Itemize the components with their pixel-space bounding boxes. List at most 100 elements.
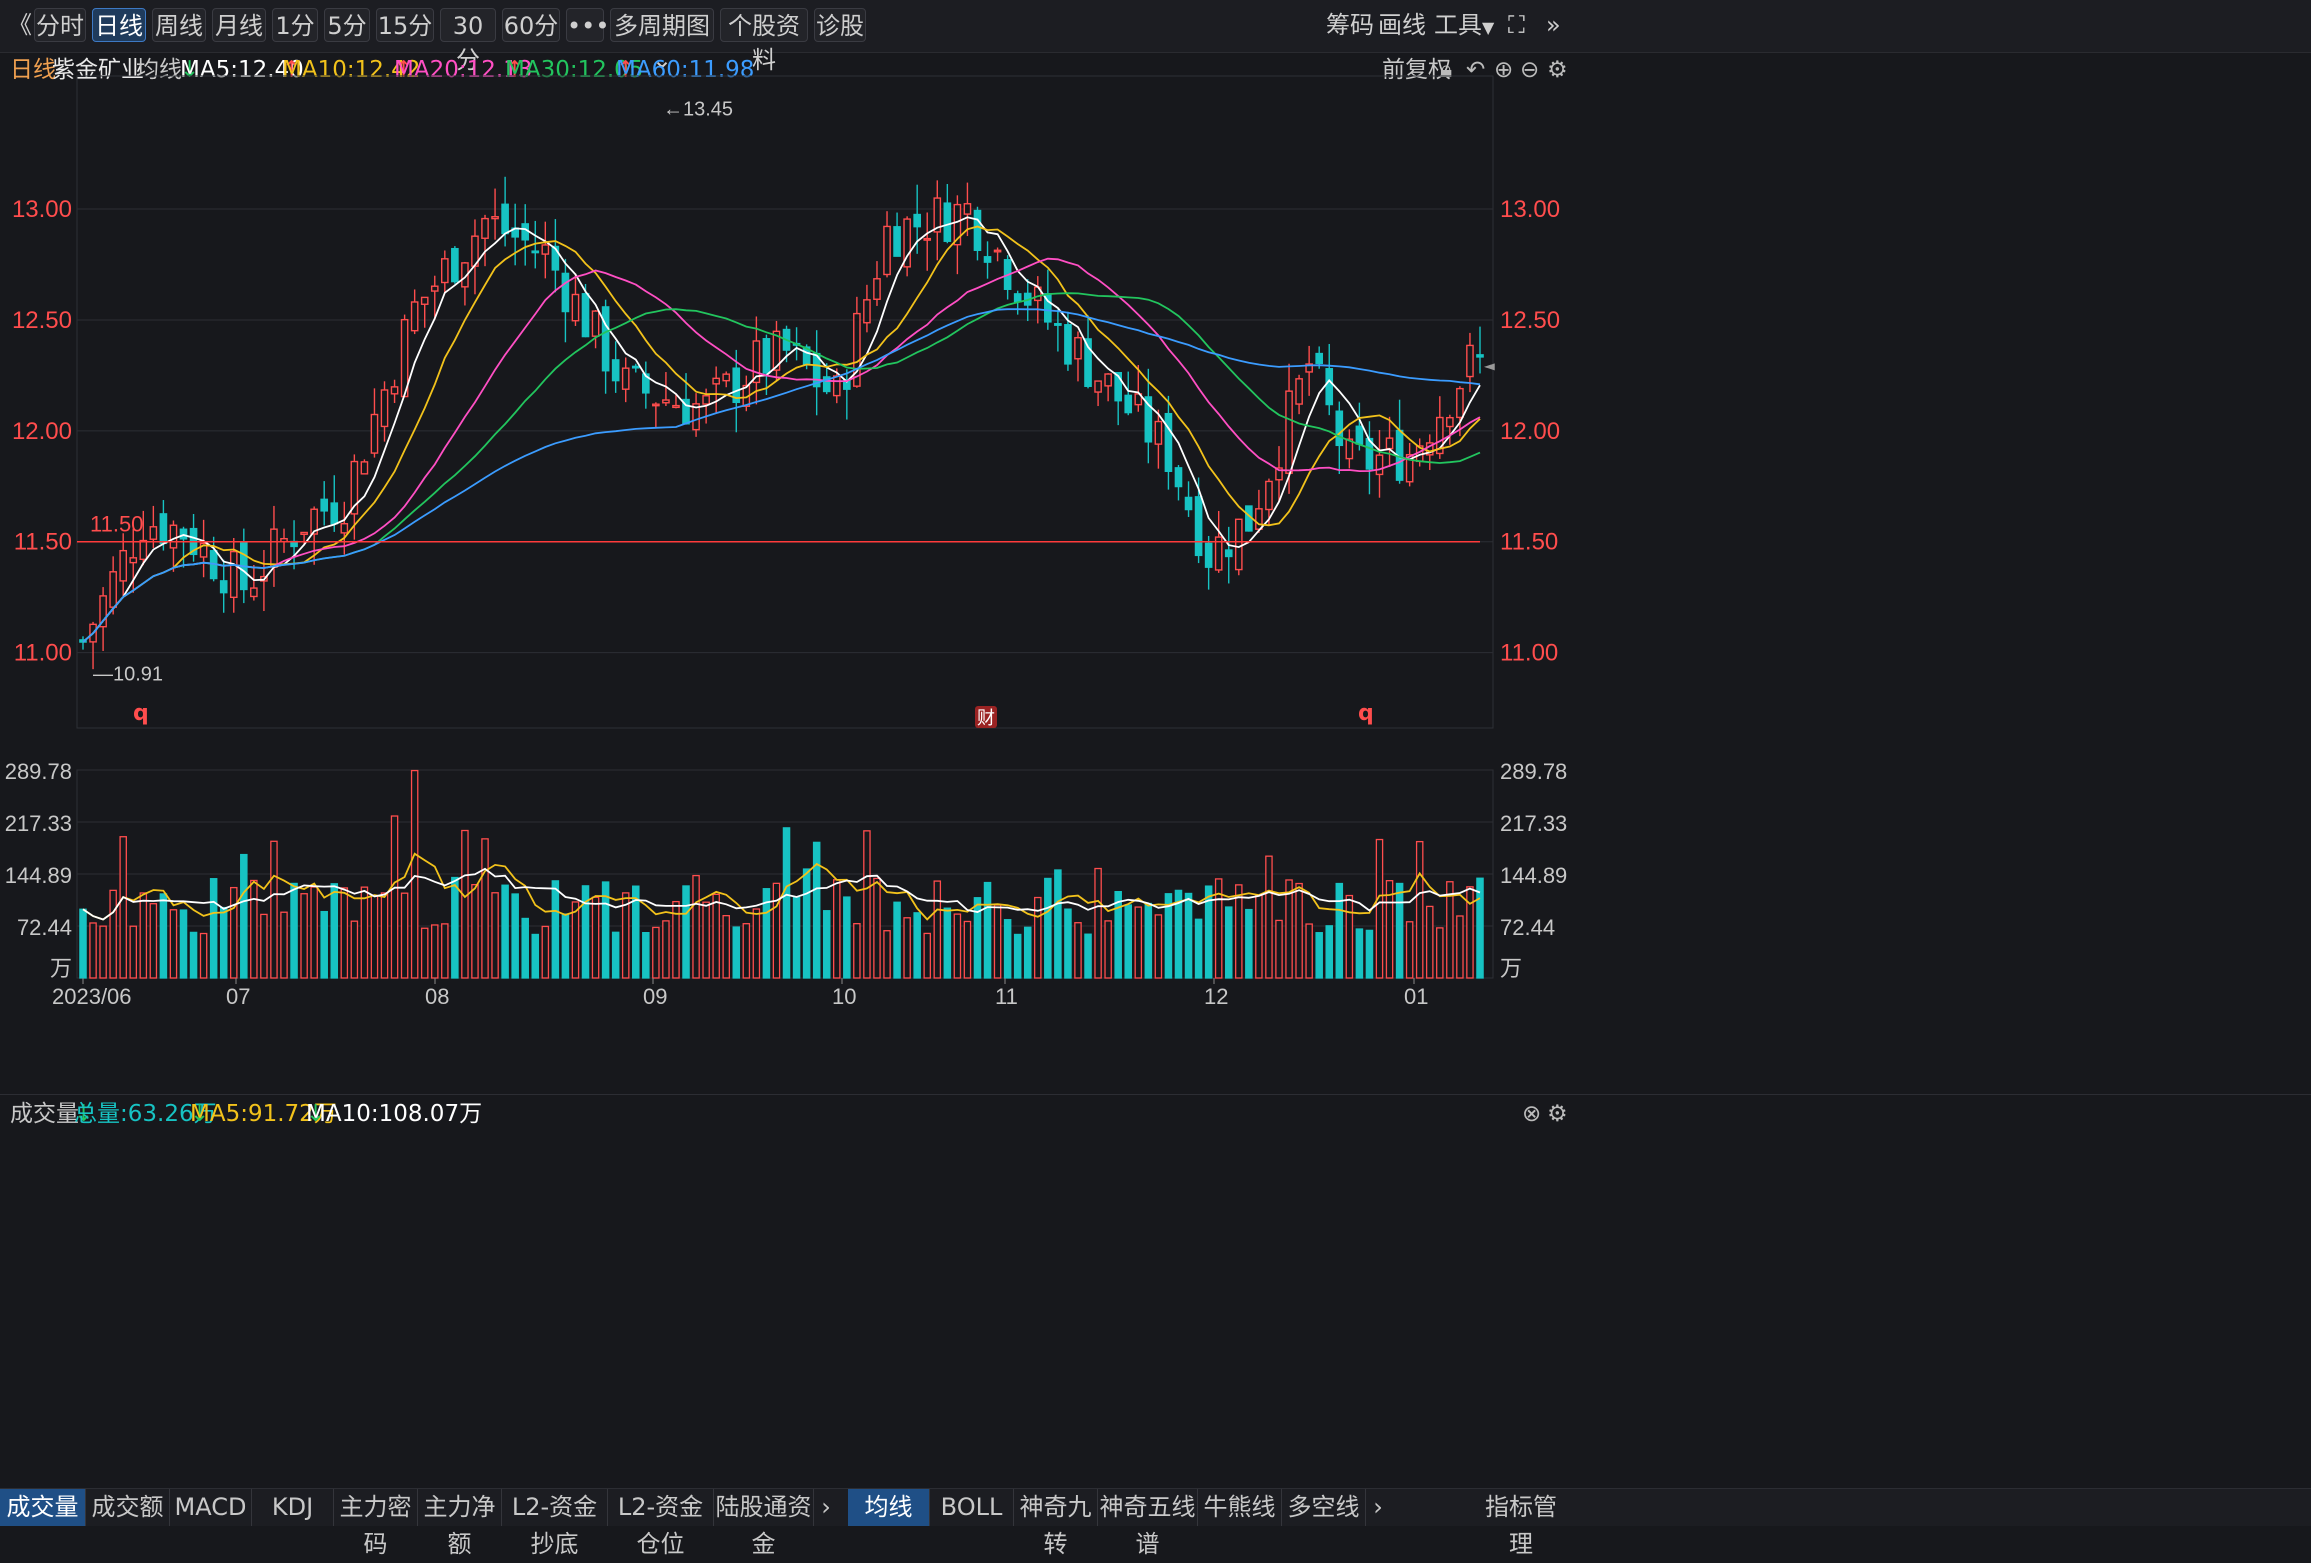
period-label: 日线 bbox=[10, 57, 56, 83]
tab-l2-bottom[interactable]: L2-资金抄底 bbox=[502, 1489, 608, 1558]
total-volume: 总量:63.26万 ↓ bbox=[74, 1101, 217, 1127]
candle-body bbox=[1255, 508, 1263, 530]
chevron-right-icon[interactable]: › bbox=[821, 1493, 831, 1521]
candle-body bbox=[652, 403, 660, 407]
candle-body bbox=[1224, 549, 1233, 558]
adjust-mode-button[interactable]: 前复权 bbox=[1382, 57, 1451, 83]
volume-ma10: MA10:108.07万 ↓ bbox=[306, 1101, 483, 1127]
ma-label[interactable]: 均线 bbox=[136, 57, 182, 83]
candle-body bbox=[762, 338, 771, 374]
tools-menu[interactable]: 工具▼ bbox=[1434, 11, 1495, 39]
volume-ma5: MA5:91.72万 ↓ bbox=[190, 1101, 337, 1127]
period-tab-1min[interactable]: 1分 bbox=[272, 8, 318, 42]
candle-body bbox=[1456, 387, 1464, 419]
candle-body bbox=[1104, 373, 1112, 387]
period-tab-5min[interactable]: 5分 bbox=[324, 8, 370, 42]
price-tick-left: 12.50 bbox=[12, 307, 72, 334]
ma60-value: MA60:11.98 ↑ bbox=[616, 57, 755, 83]
tab-macd[interactable]: MACD bbox=[170, 1489, 252, 1526]
candle-body bbox=[420, 296, 429, 305]
multi-period-dropdown[interactable]: 多周期图 ⌄ bbox=[610, 8, 714, 74]
tab-turnover[interactable]: 成交额 bbox=[86, 1489, 170, 1526]
candle-body bbox=[1214, 536, 1223, 571]
candle-body bbox=[1325, 368, 1334, 406]
tab-magic-nine[interactable]: 神奇九转 bbox=[1014, 1489, 1098, 1558]
candle-body bbox=[581, 293, 590, 338]
candle-body bbox=[390, 386, 399, 395]
ma5-line bbox=[82, 216, 1481, 643]
candle-body bbox=[913, 213, 921, 228]
candle-body bbox=[501, 203, 509, 235]
candle-body bbox=[109, 571, 117, 608]
tab-main-net[interactable]: 主力净额 bbox=[418, 1489, 502, 1558]
candle-body bbox=[229, 550, 238, 599]
candle-body bbox=[1265, 480, 1273, 511]
period-tab-daily[interactable]: 日线 bbox=[92, 8, 146, 42]
candle-body bbox=[360, 461, 369, 475]
price-tick-left: 11.50 bbox=[14, 529, 72, 556]
more-periods-button[interactable]: ••• bbox=[566, 8, 609, 42]
tab-long-short[interactable]: 多空线 bbox=[1282, 1489, 1366, 1526]
candle-body bbox=[973, 209, 982, 251]
candle-body bbox=[1084, 338, 1092, 387]
chips-button[interactable]: 筹码 bbox=[1326, 11, 1374, 39]
stock-info-button[interactable]: 个股资料 bbox=[720, 8, 808, 74]
candle-body bbox=[983, 256, 992, 263]
diagnose-button[interactable]: 诊股 bbox=[814, 8, 866, 42]
arrow-down-icon: ↓ bbox=[74, 1101, 94, 1127]
tab-boll[interactable]: BOLL bbox=[930, 1489, 1014, 1526]
fullscreen-icon[interactable]: ⛶ bbox=[1508, 11, 1525, 39]
tab-volume[interactable]: 成交量 bbox=[0, 1489, 86, 1526]
finance-marker-bg bbox=[975, 706, 997, 728]
tab-l2-position[interactable]: L2-资金仓位 bbox=[608, 1489, 714, 1558]
candle-body bbox=[531, 250, 540, 254]
draw-line-button[interactable]: 画线 bbox=[1378, 11, 1426, 39]
zoom-out-icon[interactable]: ⊖ bbox=[1520, 57, 1540, 83]
arrow-down-icon: ↓ bbox=[306, 1101, 326, 1127]
volume-title[interactable]: 成交量 bbox=[10, 1101, 79, 1127]
indicator-manager-button[interactable]: 指标管理 bbox=[1485, 1493, 1557, 1558]
tab-northbound[interactable]: 陆股通资金 bbox=[714, 1489, 814, 1558]
collapse-panel-icon[interactable]: » bbox=[1546, 11, 1561, 39]
candle-body bbox=[430, 285, 439, 292]
volume-legend-bar: 成交量 总量:63.26万 ↓ MA5:91.72万 ↓ MA10:108.07万 ↓… bbox=[0, 1094, 2311, 1133]
candle-body bbox=[1184, 496, 1193, 511]
candle-body bbox=[179, 528, 188, 540]
candle-body bbox=[1154, 420, 1163, 445]
candlestick-chart[interactable]: 13.00 13.00 12.50 12.50 12.00 12.00 11.50 11.50… bbox=[0, 0, 2311, 1090]
stock-name: 紫金矿业 bbox=[52, 57, 144, 83]
period-tab-60min[interactable]: 60分 bbox=[502, 8, 560, 42]
tab-magic-five[interactable]: 神奇五线谱 bbox=[1098, 1489, 1198, 1558]
candle-body bbox=[1295, 378, 1303, 405]
close-indicator-icon[interactable]: ⊗ bbox=[1522, 1101, 1542, 1127]
candle-body bbox=[853, 312, 861, 387]
candle-body bbox=[943, 202, 952, 242]
period-tab-30min[interactable]: 30分 bbox=[440, 8, 496, 74]
price-tick-right: 12.00 bbox=[1500, 418, 1560, 445]
chevron-right-icon[interactable]: › bbox=[1373, 1493, 1383, 1521]
zoom-in-icon[interactable]: ⊕ bbox=[1494, 57, 1514, 83]
tab-bull-bear[interactable]: 牛熊线 bbox=[1198, 1489, 1282, 1526]
period-tab-15min[interactable]: 15分 bbox=[376, 8, 434, 42]
candle-body bbox=[561, 272, 570, 313]
arrow-down-icon: ↓ bbox=[190, 1101, 210, 1127]
price-tick-left: 12.00 bbox=[12, 418, 72, 445]
tab-kdj[interactable]: KDJ bbox=[252, 1489, 334, 1526]
tab-ma[interactable]: 均线 bbox=[848, 1489, 930, 1526]
tab-main-code[interactable]: 主力密码 bbox=[334, 1489, 418, 1558]
period-tab-fenshi[interactable]: 分时 bbox=[34, 8, 86, 42]
candle-body bbox=[752, 340, 761, 384]
settings-gear-icon[interactable]: ⚙ bbox=[1547, 57, 1568, 83]
candle-body bbox=[963, 203, 972, 215]
candle-body bbox=[149, 526, 158, 540]
event-marker-q: q bbox=[133, 701, 149, 726]
candle-body bbox=[481, 217, 489, 239]
period-tab-monthly[interactable]: 月线 bbox=[212, 8, 266, 42]
event-marker-q: q bbox=[1358, 701, 1374, 726]
back-icon[interactable]: 《 bbox=[8, 11, 32, 39]
candle-body bbox=[330, 502, 339, 525]
period-tab-weekly[interactable]: 周线 bbox=[152, 8, 206, 42]
indicator-settings-gear-icon[interactable]: ⚙ bbox=[1547, 1101, 1568, 1127]
candle-body bbox=[1074, 336, 1082, 360]
candle-body bbox=[873, 278, 881, 300]
